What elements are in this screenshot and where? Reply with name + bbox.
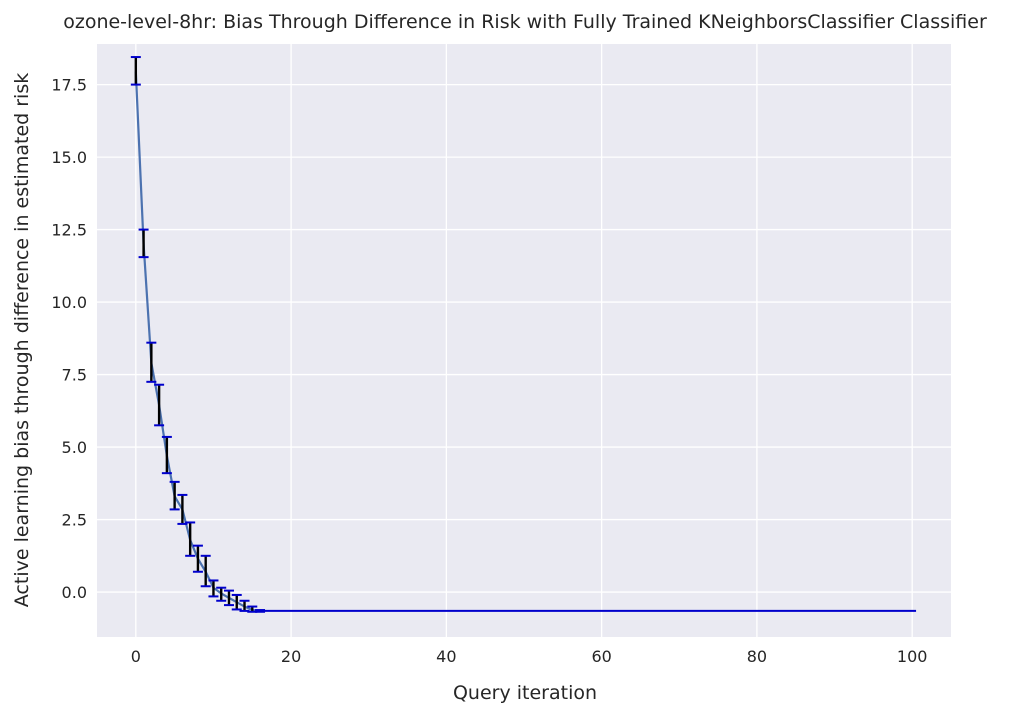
grid	[97, 44, 951, 637]
x-tick-label: 0	[131, 647, 141, 666]
series-group	[130, 56, 917, 613]
x-ticks: 0 20 40 60 80 100	[131, 647, 928, 666]
chart-title: ozone-level-8hr: Bias Through Difference…	[63, 11, 987, 33]
y-axis-label: Active learning bias through difference …	[11, 73, 33, 607]
y-tick-label: 12.5	[51, 221, 87, 240]
y-tick-label: 15.0	[51, 148, 87, 167]
y-tick-label: 5.0	[62, 438, 87, 457]
x-tick-label: 20	[281, 647, 301, 666]
x-tick-label: 100	[897, 647, 928, 666]
y-tick-label: 2.5	[62, 511, 87, 530]
y-tick-label: 0.0	[62, 583, 87, 602]
x-tick-label: 40	[436, 647, 456, 666]
plot-area	[97, 44, 951, 637]
x-tick-label: 60	[591, 647, 611, 666]
x-tick-label: 80	[747, 647, 767, 666]
y-tick-label: 10.0	[51, 293, 87, 312]
x-axis-label: Query iteration	[453, 682, 597, 704]
y-ticks: 0.0 2.5 5.0 7.5 10.0 12.5 15.0 17.5	[51, 76, 87, 602]
y-tick-label: 7.5	[62, 366, 87, 385]
y-tick-label: 17.5	[51, 76, 87, 95]
